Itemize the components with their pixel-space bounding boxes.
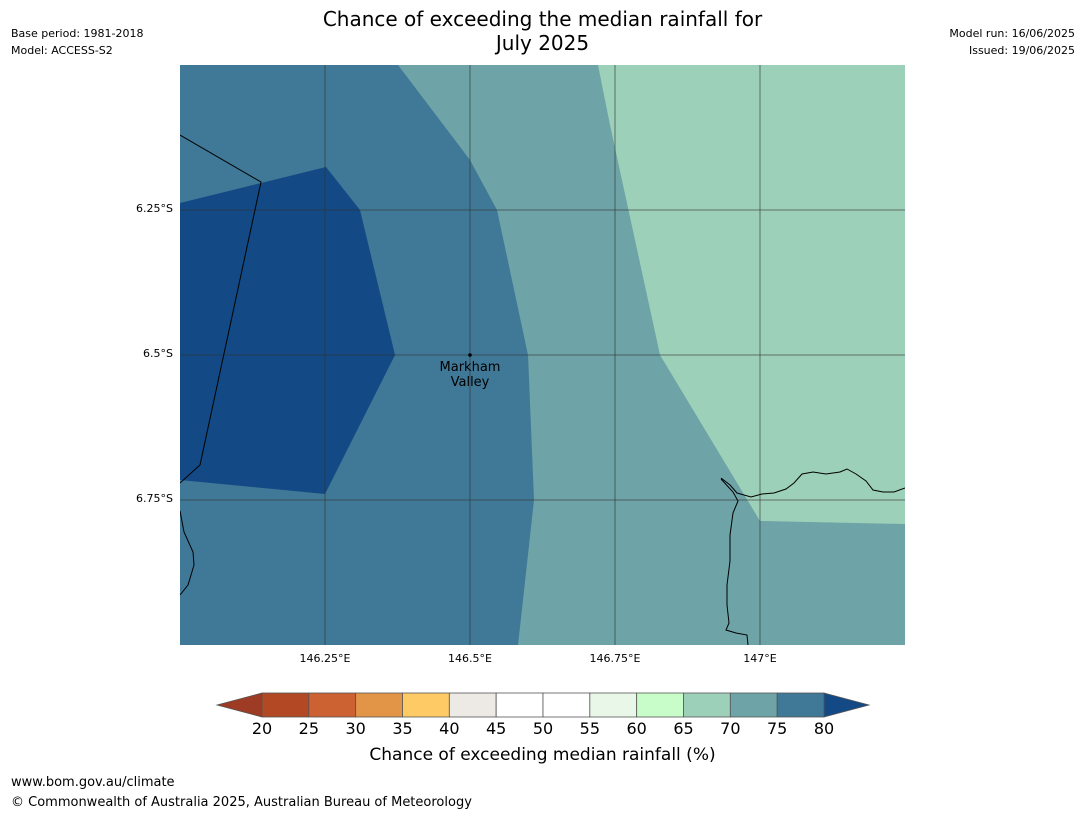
colorbar-segment	[355, 692, 403, 718]
colorbar	[215, 692, 871, 718]
colorbar-segment	[261, 692, 310, 718]
grid-lines	[180, 65, 905, 645]
model-run-text: Model run: 16/06/2025	[949, 27, 1075, 40]
colorbar-tick-label: 35	[392, 719, 413, 738]
colorbar-segment	[448, 692, 497, 718]
band-80-plus	[180, 167, 395, 494]
colorbar-segment	[542, 692, 591, 718]
colorbar-segment	[589, 692, 638, 718]
place-label-line1: Markham	[439, 360, 501, 375]
longitude-label-146-75: 146.75°E	[589, 652, 641, 665]
longitude-label-147: 147°E	[743, 652, 777, 665]
colorbar-under-arrow	[215, 692, 263, 718]
colorbar-tick-label: 45	[485, 719, 507, 738]
colorbar-over-arrow	[823, 692, 871, 718]
place-marker-dot	[468, 353, 472, 357]
colorbar-tick-label: 60	[626, 719, 647, 738]
colorbar-segment	[495, 692, 544, 718]
colorbar-segment	[402, 692, 450, 718]
base-period-text: Base period: 1981-2018	[11, 27, 144, 40]
colorbar-tick-label: 55	[579, 719, 600, 738]
colorbar-tick-label: 75	[766, 719, 788, 738]
rainfall-map	[180, 65, 905, 645]
colorbar-segment	[776, 692, 825, 718]
metadata-left: Base period: 1981-2018 Model: ACCESS-S2	[11, 25, 143, 59]
issued-text: Issued: 19/06/2025	[968, 44, 1075, 57]
place-label-line2: Valley	[450, 375, 490, 390]
colorbar-tick-label: 40	[439, 719, 460, 738]
colorbar-tick-label: 25	[298, 719, 319, 738]
coastline-and-borders	[180, 134, 905, 645]
colorbar-tick-label: 70	[720, 719, 741, 738]
colorbar-tick-label: 50	[532, 719, 554, 738]
model-text: Model: ACCESS-S2	[11, 44, 113, 57]
band-65-70	[598, 65, 905, 524]
footer-url: www.bom.gov.au/climate	[11, 775, 175, 790]
latitude-label-6-5: 6.5°S	[143, 347, 173, 360]
latitude-label-6-75: 6.75°S	[136, 492, 173, 505]
colorbar-label: Chance of exceeding median rainfall (%)	[369, 745, 716, 765]
title-line-1: Chance of exceeding the median rainfall …	[322, 7, 763, 31]
metadata-right: Model run: 16/06/2025 Issued: 19/06/2025	[949, 25, 1075, 59]
page-title: Chance of exceeding the median rainfall …	[0, 7, 1085, 55]
latitude-label-6-25: 6.25°S	[136, 202, 173, 215]
colorbar-tick-label: 20	[251, 719, 273, 738]
colorbar-segment	[683, 692, 731, 718]
title-line-2: July 2025	[495, 31, 590, 55]
colorbar-tick-label: 80	[813, 719, 835, 738]
colorbar-segment	[729, 692, 778, 718]
longitude-label-146-25: 146.25°E	[299, 652, 351, 665]
place-label: Markham Valley	[405, 360, 535, 390]
longitude-label-146-5: 146.5°E	[448, 652, 492, 665]
colorbar-tick-label: 30	[345, 719, 366, 738]
footer-copyright: © Commonwealth of Australia 2025, Austra…	[11, 795, 472, 810]
colorbar-segment	[308, 692, 357, 718]
colorbar-tick-label: 65	[673, 719, 694, 738]
colorbar-segment	[636, 692, 684, 718]
